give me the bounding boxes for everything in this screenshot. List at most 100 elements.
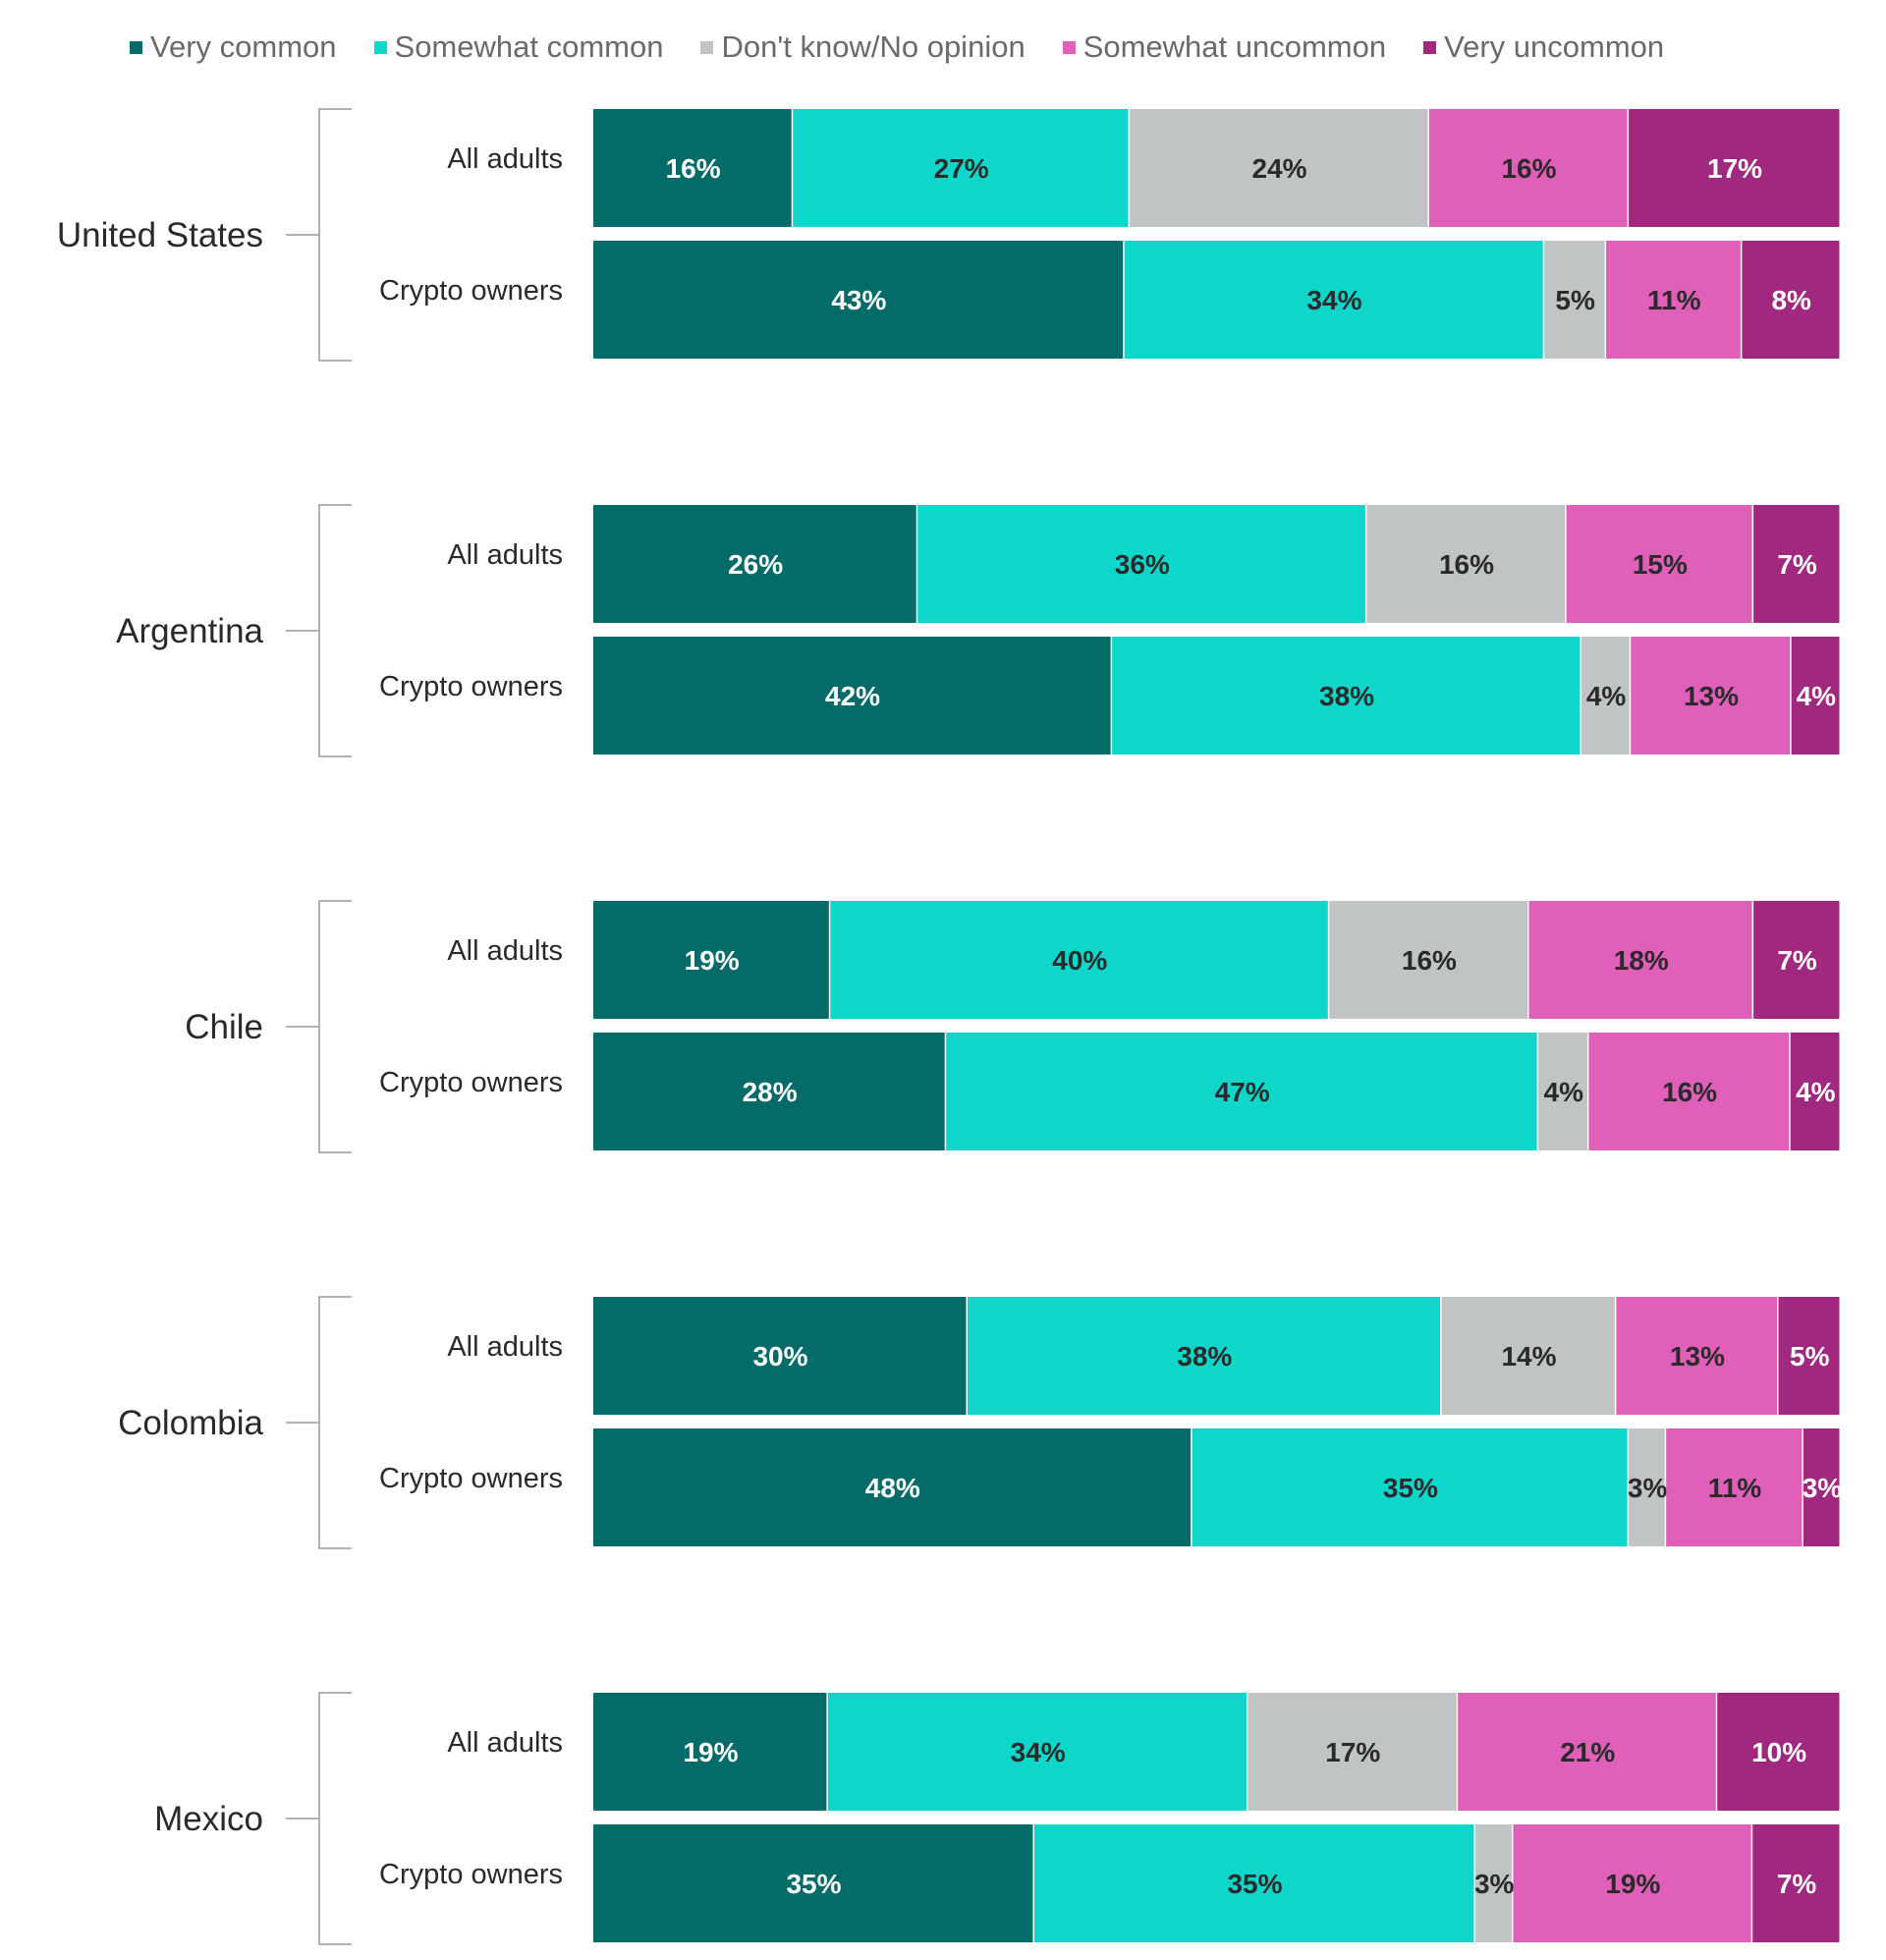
bar-row-all-adults: All adults 26% 36% 16% 15% 7%	[447, 505, 1840, 623]
data-label: 19%	[683, 1737, 738, 1767]
group-colombia: Colombia All adults 30% 38% 14% 13% 5% Crypto o…	[118, 1296, 1843, 1549]
group-label: Argentina	[116, 612, 263, 650]
data-label: 30%	[752, 1341, 807, 1372]
data-label: 43%	[831, 285, 886, 315]
legend-item-don-t-know-no-opinion: Don't know/No opinion	[700, 29, 1026, 65]
bar-segment-somewhat-uncommon	[1606, 241, 1741, 359]
data-label: 13%	[1670, 1341, 1725, 1372]
bar-segment-very-uncommon	[1752, 1824, 1840, 1942]
bar-segment-very-common	[593, 901, 829, 1019]
data-label: 7%	[1777, 945, 1817, 976]
bar-segment-somewhat-common	[946, 1033, 1537, 1150]
bar-segment-somewhat-common	[1192, 1428, 1628, 1546]
data-label: 28%	[743, 1077, 798, 1107]
data-label: 24%	[1251, 153, 1306, 184]
bar-segment-somewhat-common	[793, 109, 1129, 227]
data-label: 3%	[1474, 1869, 1515, 1899]
data-label: 34%	[1011, 1737, 1066, 1767]
bar-segment-very-uncommon	[1753, 505, 1840, 623]
data-label: 4%	[1797, 681, 1837, 711]
group-bracket	[318, 900, 352, 1153]
legend-item-very-uncommon: Very uncommon	[1423, 29, 1664, 65]
data-label: 17%	[1325, 1737, 1380, 1767]
group-label: Mexico	[154, 1800, 263, 1838]
data-label: 8%	[1771, 285, 1811, 315]
bar-segment-somewhat-uncommon	[1528, 901, 1752, 1019]
bar-segment-somewhat-common	[1033, 1824, 1474, 1942]
data-label: 13%	[1684, 681, 1739, 711]
data-label: 35%	[786, 1869, 841, 1899]
data-label: 35%	[1383, 1473, 1438, 1503]
row-label: Crypto owners	[379, 671, 563, 702]
data-label: 17%	[1707, 153, 1762, 184]
data-label: 14%	[1501, 1341, 1556, 1372]
bar-segment-don-t-know-no-opinion	[1544, 241, 1605, 359]
bar-segment-somewhat-common	[827, 1693, 1247, 1811]
group-chile: Chile All adults 19% 40% 16% 18% 7% Crypto owne…	[185, 900, 1840, 1153]
row-label: All adults	[447, 1331, 563, 1363]
bar-segment-somewhat-uncommon	[1566, 505, 1752, 623]
row-label: Crypto owners	[379, 1463, 563, 1494]
legend-label: Somewhat common	[394, 29, 664, 64]
legend-label: Very uncommon	[1444, 29, 1665, 64]
group-argentina: Argentina All adults 26% 36% 16% 15% 7% Crypto …	[116, 504, 1840, 757]
data-label: 18%	[1614, 945, 1669, 976]
data-label: 4%	[1586, 681, 1627, 711]
bar-row-crypto-owners: Crypto owners 42% 38% 4% 13% 4%	[379, 637, 1840, 755]
bar-segment-very-uncommon	[1717, 1693, 1840, 1811]
group-united-states: United States All adults 16% 27% 24% 16% 17% Cr…	[57, 108, 1840, 362]
data-label: 19%	[1605, 1869, 1660, 1899]
bar-segment-very-uncommon	[1790, 1033, 1840, 1150]
legend-swatch	[373, 40, 387, 54]
row-label: All adults	[447, 143, 563, 175]
bar-row-crypto-owners: Crypto owners 35% 35% 3% 19% 7%	[379, 1824, 1840, 1942]
bar-segment-somewhat-uncommon	[1513, 1824, 1751, 1942]
data-label: 11%	[1708, 1473, 1762, 1503]
legend-swatch	[1423, 40, 1437, 54]
bar-segment-somewhat-common	[917, 505, 1365, 623]
bar-segment-somewhat-uncommon	[1458, 1693, 1716, 1811]
bar-segment-very-common	[593, 1824, 1033, 1942]
bar-segment-somewhat-uncommon	[1666, 1428, 1803, 1546]
legend-label: Somewhat uncommon	[1082, 29, 1387, 64]
bar-segment-don-t-know-no-opinion	[1130, 109, 1428, 227]
data-label: 16%	[1402, 945, 1457, 976]
bar-segment-very-common	[593, 505, 916, 623]
bar-segment-very-common	[593, 109, 792, 227]
data-label: 26%	[728, 549, 783, 580]
data-label: 35%	[1227, 1869, 1282, 1899]
data-label: 19%	[685, 945, 740, 976]
data-label: 21%	[1560, 1737, 1615, 1767]
data-label: 42%	[825, 681, 880, 711]
data-label: 16%	[666, 153, 721, 184]
bar-segment-somewhat-uncommon	[1428, 109, 1628, 227]
data-label: 34%	[1306, 285, 1361, 315]
data-label: 3%	[1628, 1473, 1668, 1503]
bar-segment-very-common	[593, 1033, 945, 1150]
bar-segment-very-uncommon	[1753, 901, 1840, 1019]
legend-swatch	[1062, 40, 1076, 54]
data-label: 15%	[1633, 549, 1688, 580]
data-label: 38%	[1319, 681, 1374, 711]
data-label: 16%	[1662, 1077, 1717, 1107]
bar-segment-very-uncommon	[1803, 1428, 1840, 1546]
group-mexico: Mexico All adults 19% 34% 17% 21% 10% Crypto ow…	[154, 1692, 1840, 1945]
bar-row-crypto-owners: Crypto owners 43% 34% 5% 11% 8%	[379, 241, 1840, 359]
row-label: Crypto owners	[379, 275, 563, 307]
bar-segment-very-common	[593, 637, 1111, 755]
bar-segment-don-t-know-no-opinion	[1581, 637, 1630, 755]
data-label: 7%	[1777, 549, 1817, 580]
data-label: 3%	[1803, 1473, 1843, 1503]
bar-segment-don-t-know-no-opinion	[1329, 901, 1527, 1019]
data-label: 4%	[1796, 1077, 1836, 1107]
bar-segment-somewhat-uncommon	[1616, 1297, 1777, 1415]
chart-legend: Very common Somewhat common Don't know/No …	[130, 28, 1701, 67]
bar-row-crypto-owners: Crypto owners 28% 47% 4% 16% 4%	[379, 1033, 1840, 1150]
group-bracket	[318, 108, 352, 362]
bar-row-all-adults: All adults 16% 27% 24% 16% 17%	[447, 109, 1840, 227]
data-label: 4%	[1544, 1077, 1584, 1107]
legend-label: Very common	[150, 29, 337, 64]
row-label: All adults	[447, 539, 563, 571]
